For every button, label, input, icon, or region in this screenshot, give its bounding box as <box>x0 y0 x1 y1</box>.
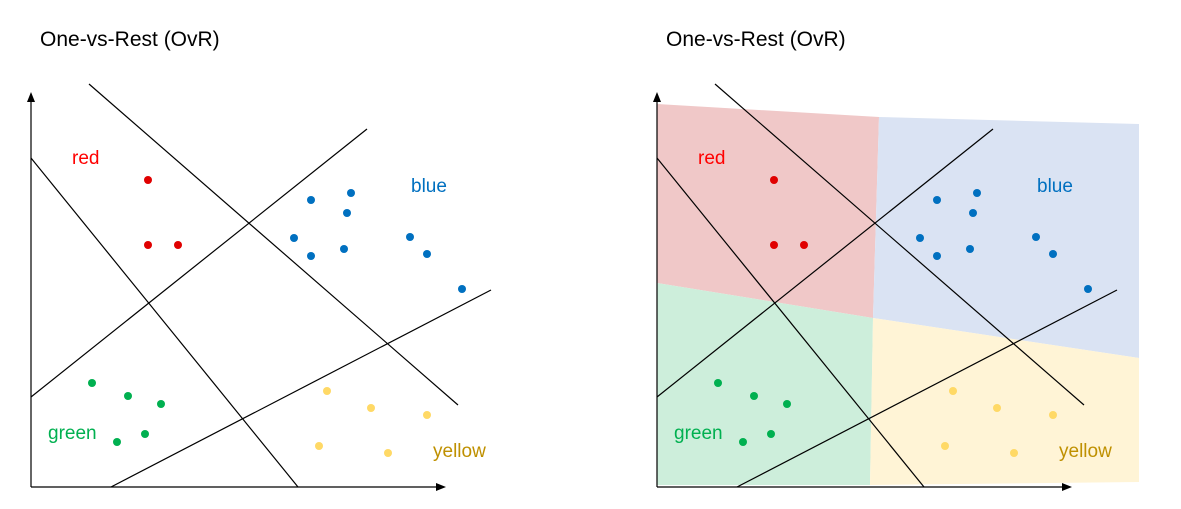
yellow-point <box>1049 411 1057 419</box>
yellow-point <box>941 442 949 450</box>
blue-point <box>458 285 466 293</box>
region-red <box>657 104 879 318</box>
red-point <box>174 241 182 249</box>
yellow-point <box>315 442 323 450</box>
green-point <box>739 438 747 446</box>
boundary-line-2 <box>656 128 994 398</box>
y-axis-arrowhead <box>27 92 35 102</box>
boundary-line-4 <box>110 289 492 488</box>
green-point <box>157 400 165 408</box>
panel-ovr-right: One-vs-Rest (OvR) <box>626 0 1181 509</box>
yellow-point <box>993 404 1001 412</box>
green-point <box>141 430 149 438</box>
class-label-green: green <box>674 423 723 444</box>
blue-point <box>1032 233 1040 241</box>
blue-point <box>933 252 941 260</box>
green-point <box>750 392 758 400</box>
red-point <box>144 176 152 184</box>
blue-points <box>290 189 466 293</box>
green-point <box>113 438 121 446</box>
red-point <box>770 241 778 249</box>
red-points <box>770 176 808 249</box>
boundary-line-3 <box>30 157 299 488</box>
blue-point <box>916 234 924 242</box>
blue-point <box>347 189 355 197</box>
class-label-yellow: yellow <box>1059 441 1112 462</box>
class-label-red: red <box>698 148 726 169</box>
blue-points <box>916 189 1092 293</box>
boundary-line-3 <box>656 157 925 488</box>
red-point <box>770 176 778 184</box>
blue-point <box>406 233 414 241</box>
green-point <box>124 392 132 400</box>
blue-point <box>966 245 974 253</box>
blue-point <box>307 196 315 204</box>
decision-diagram <box>27 83 492 491</box>
yellow-point <box>323 387 331 395</box>
blue-point <box>307 252 315 260</box>
green-point <box>714 379 722 387</box>
red-points <box>144 176 182 249</box>
x-axis-arrowhead <box>436 483 446 491</box>
region-blue <box>873 117 1139 358</box>
green-points <box>88 379 165 446</box>
blue-point <box>290 234 298 242</box>
yellow-points <box>315 387 431 457</box>
boundary-line-1 <box>714 83 1085 406</box>
blue-point <box>973 189 981 197</box>
region-green <box>657 283 873 485</box>
boundary-line-4 <box>736 289 1118 488</box>
blue-point <box>1084 285 1092 293</box>
panel-ovr-left: One-vs-Rest (OvR) <box>0 0 590 509</box>
decision-diagram-shaded <box>653 83 1139 491</box>
boundary-line-1 <box>88 83 459 406</box>
class-label-blue: blue <box>1037 176 1073 197</box>
panel-title: One-vs-Rest (OvR) <box>40 28 220 51</box>
y-axis-arrowhead <box>653 92 661 102</box>
yellow-point <box>949 387 957 395</box>
x-axis-arrowhead <box>1062 483 1072 491</box>
green-points <box>714 379 791 446</box>
blue-point <box>969 209 977 217</box>
class-label-green: green <box>48 423 97 444</box>
class-label-blue: blue <box>411 176 447 197</box>
blue-point <box>423 250 431 258</box>
green-point <box>88 379 96 387</box>
blue-point <box>340 245 348 253</box>
class-label-yellow: yellow <box>433 441 486 462</box>
blue-point <box>343 209 351 217</box>
green-point <box>783 400 791 408</box>
yellow-point <box>1010 449 1018 457</box>
yellow-point <box>367 404 375 412</box>
yellow-point <box>384 449 392 457</box>
red-point <box>144 241 152 249</box>
yellow-point <box>423 411 431 419</box>
region-yellow <box>870 318 1139 485</box>
class-label-red: red <box>72 148 100 169</box>
blue-point <box>933 196 941 204</box>
boundary-line-2 <box>30 128 368 398</box>
panel-title: One-vs-Rest (OvR) <box>666 28 846 51</box>
blue-point <box>1049 250 1057 258</box>
yellow-points <box>941 387 1057 457</box>
red-point <box>800 241 808 249</box>
green-point <box>767 430 775 438</box>
